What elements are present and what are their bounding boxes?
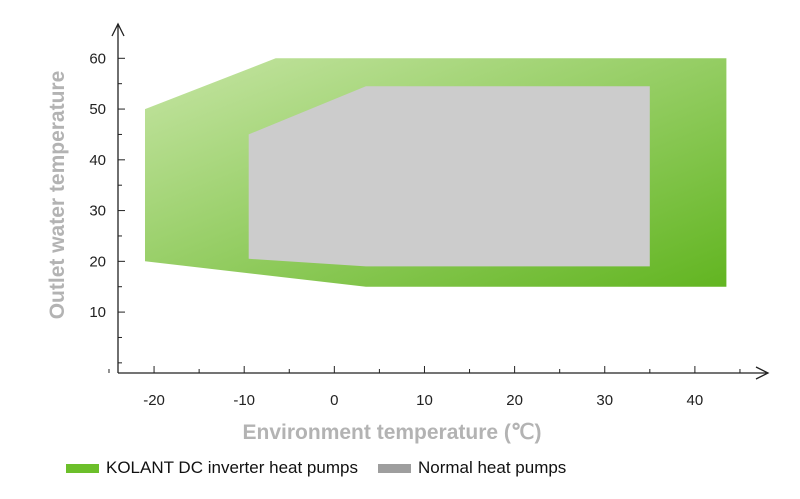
- legend-swatch-normal: [377, 463, 411, 473]
- legend-item-normal: Normal heat pumps: [377, 458, 567, 478]
- legend-item-kolant: KOLANT DC inverter heat pumps: [66, 458, 358, 478]
- x-tick-label: 30: [596, 392, 613, 409]
- legend-swatch-kolant: [66, 463, 99, 473]
- legend-label-kolant: KOLANT DC inverter heat pumps: [106, 458, 358, 477]
- normal-operating-area: [248, 86, 650, 267]
- y-tick-label: 30: [89, 203, 106, 220]
- x-tick-label: -20: [143, 392, 165, 409]
- x-tick-label: 0: [330, 392, 338, 409]
- y-axis-title: Outlet water temperature: [46, 71, 69, 320]
- y-tick-label: 50: [89, 101, 106, 118]
- y-tick-label: 60: [89, 50, 106, 67]
- y-axis-arrow: [111, 22, 125, 37]
- legend-label-normal: Normal heat pumps: [417, 458, 567, 477]
- x-tick-label: 40: [687, 392, 704, 409]
- x-tick-label: 20: [506, 392, 523, 409]
- y-tick-label: 40: [89, 152, 106, 169]
- x-axis-arrow: [755, 366, 770, 380]
- x-axis-title: Environment temperature (℃): [243, 421, 542, 444]
- x-tick-label: 10: [416, 392, 433, 409]
- y-tick-label: 20: [89, 253, 106, 270]
- x-tick-label: -10: [233, 392, 255, 409]
- y-tick-label: 10: [89, 304, 106, 321]
- legend: KOLANT DC inverter heat pumps Normal hea…: [66, 455, 586, 481]
